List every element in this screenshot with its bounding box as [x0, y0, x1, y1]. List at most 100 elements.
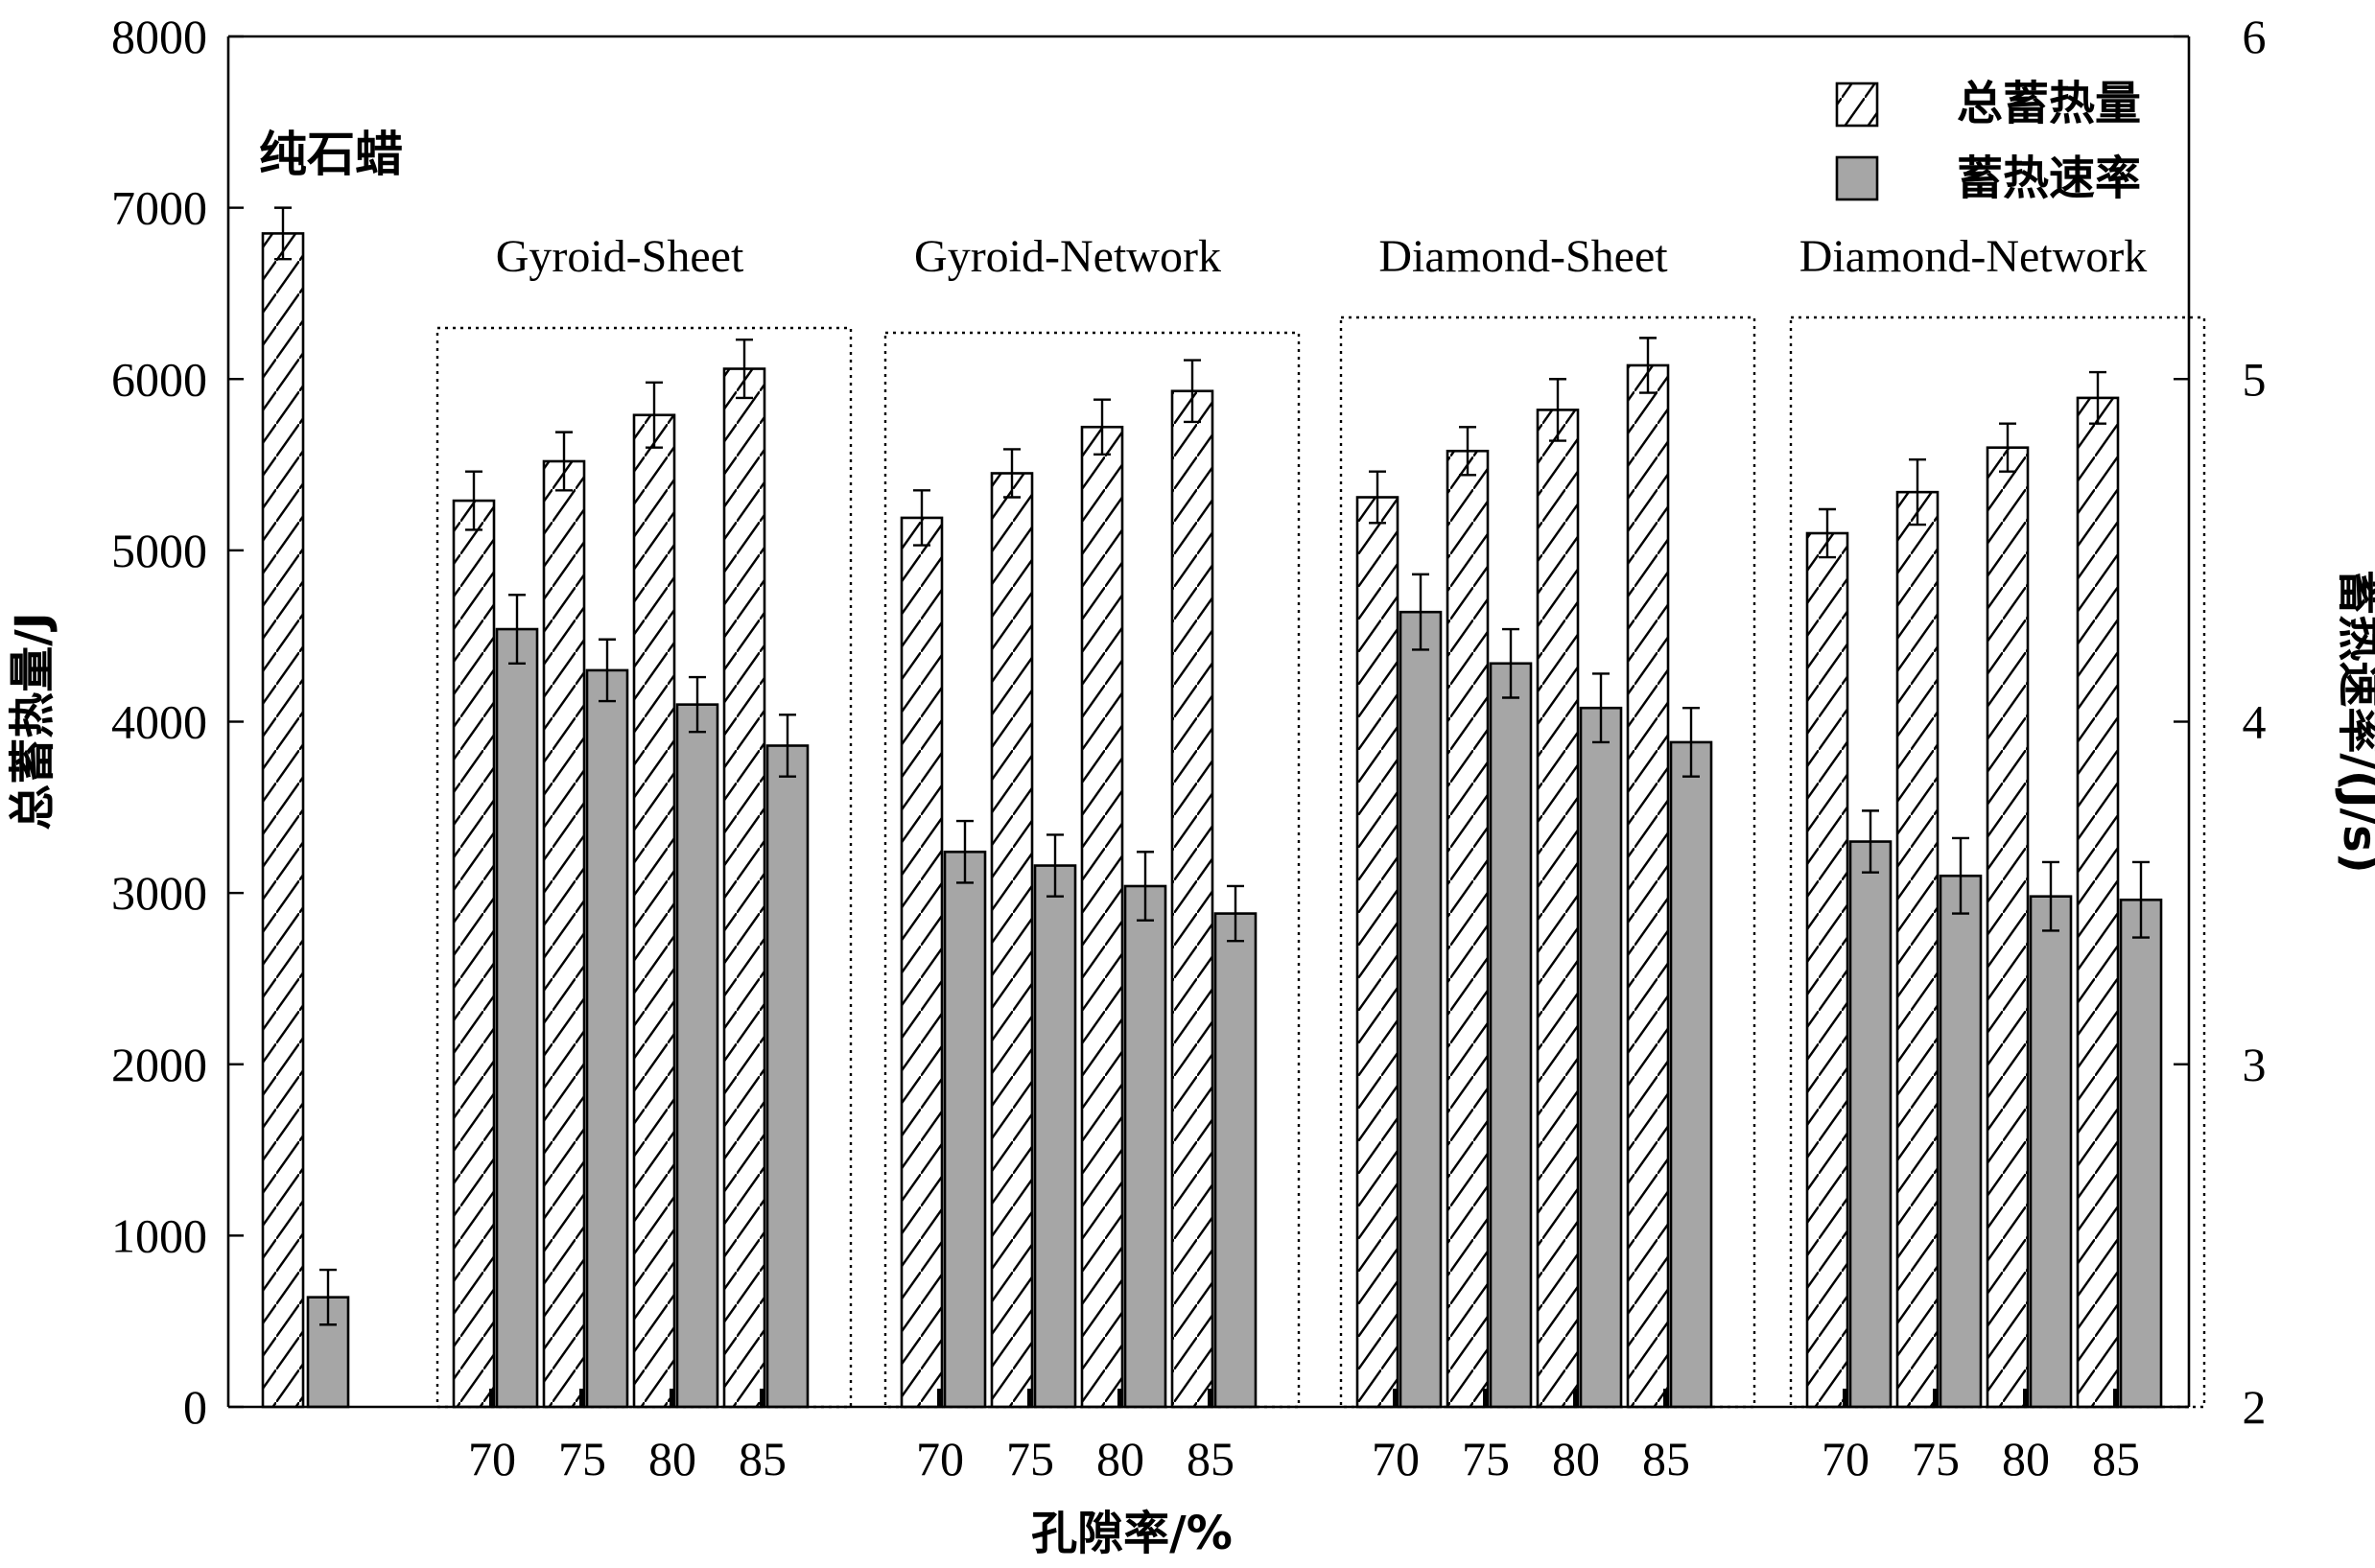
diamond-sheet-total-bar-75-error-bar	[1459, 426, 1476, 477]
gyroid-network-total-bar-85	[1170, 389, 1214, 1409]
gyroid-sheet-rate-bar-70-error-bar	[508, 594, 526, 665]
gyroid-network-xtick-85: 85	[1187, 1432, 1235, 1486]
gyroid-sheet-rate-bar-70	[495, 627, 539, 1409]
gyroid-sheet-rate-bar-75	[585, 668, 629, 1409]
gyroid-sheet-total-bar-85	[722, 367, 766, 1409]
diamond-network-rate-bar-80	[2029, 895, 2073, 1409]
left-tick-label-5000: 5000	[111, 524, 207, 577]
gyroid-sheet-total-bar-80	[632, 413, 676, 1409]
gyroid-network-rate-bar-85	[1213, 912, 1258, 1409]
gyroid-network-rate-bar-70-error-bar	[956, 819, 974, 884]
diamond-network-rate-bar-75-error-bar	[1952, 836, 1969, 915]
diamond-network-total-bar-75	[1895, 490, 1940, 1409]
right-axis-title: 蓄热速率/(J/s)	[2333, 569, 2375, 873]
diamond-network-total-bar-80	[1986, 446, 2030, 1409]
diamond-network-rate-bar-75	[1939, 874, 1983, 1409]
left-tick-label-8000: 8000	[111, 10, 207, 63]
right-tick-label-2: 2	[2243, 1380, 2267, 1434]
gyroid-sheet-group-label: Gyroid-Sheet	[496, 231, 744, 282]
diamond-network-rate-bar-80-error-bar	[2042, 860, 2059, 932]
gyroid-network-xtick-80: 80	[1096, 1432, 1144, 1486]
diamond-network-total-bar-75-error-bar	[1909, 458, 1926, 527]
diamond-sheet-xtick-75: 75	[1462, 1432, 1510, 1486]
legend-rate-label: 蓄热速率	[1957, 152, 2141, 205]
gyroid-network-total-bar-70	[900, 516, 944, 1409]
diamond-sheet-tick-70	[1393, 1389, 1398, 1407]
diamond-sheet-total-bar-85	[1626, 363, 1670, 1409]
diamond-network-total-bar-85	[2076, 396, 2120, 1409]
left-tick-label-3000: 3000	[111, 866, 207, 920]
diamond-sheet-rate-bar-70-error-bar	[1412, 573, 1429, 651]
left-tick-label-4000: 4000	[111, 695, 207, 749]
gyroid-sheet-xtick-70: 70	[468, 1432, 516, 1486]
gyroid-sheet-tick-85	[760, 1389, 764, 1407]
diamond-sheet-group-label: Diamond-Sheet	[1378, 231, 1668, 282]
diamond-network-group-label: Diamond-Network	[1799, 231, 2148, 282]
diamond-sheet-rate-bar-85-error-bar	[1682, 707, 1700, 778]
diamond-network-xtick-70: 70	[1822, 1432, 1869, 1486]
left-tick-label-2000: 2000	[111, 1038, 207, 1091]
diamond-network-tick-80	[2023, 1389, 2028, 1407]
diamond-network-xtick-85: 85	[2092, 1432, 2140, 1486]
gyroid-network-rate-bar-80-error-bar	[1137, 851, 1154, 922]
right-tick-label-5: 5	[2243, 352, 2267, 406]
legend-rate-swatch	[1835, 155, 1879, 201]
x-axis-title: 孔隙率/%	[1031, 1507, 1233, 1560]
gyroid-sheet-tick-70	[489, 1389, 494, 1407]
diamond-sheet-total-bar-70-error-bar	[1369, 470, 1386, 525]
gyroid-sheet-total-bar-85-error-bar	[736, 338, 753, 400]
diamond-network-tick-70	[1843, 1389, 1847, 1407]
diamond-sheet-rate-bar-75-error-bar	[1502, 627, 1519, 699]
gyroid-sheet-total-bar-75	[542, 459, 586, 1409]
gyroid-network-total-bar-75	[990, 472, 1034, 1409]
diamond-sheet-rate-bar-80	[1579, 706, 1623, 1409]
gyroid-sheet-xtick-85: 85	[739, 1432, 787, 1486]
gyroid-network-tick-80	[1117, 1389, 1122, 1407]
left-tick-label-6000: 6000	[111, 352, 207, 406]
diamond-sheet-tick-85	[1663, 1389, 1668, 1407]
diamond-sheet-total-bar-80-error-bar	[1549, 378, 1566, 442]
gyroid-sheet-rate-bar-80	[675, 703, 719, 1409]
gyroid-network-tick-75	[1027, 1389, 1032, 1407]
diamond-sheet-rate-bar-75	[1489, 662, 1533, 1409]
gyroid-network-total-bar-80-error-bar	[1093, 398, 1111, 456]
gyroid-network-rate-bar-80	[1123, 884, 1167, 1409]
pure-label: 纯石蜡	[259, 127, 403, 182]
left-tick-label-1000: 1000	[111, 1208, 207, 1262]
diamond-sheet-tick-75	[1483, 1389, 1488, 1407]
gyroid-sheet-total-bar-70	[452, 499, 496, 1409]
pure-total-bar	[261, 232, 305, 1409]
gyroid-network-total-bar-85-error-bar	[1184, 359, 1201, 424]
diamond-network-rate-bar-70-error-bar	[1862, 809, 1879, 874]
diamond-sheet-total-bar-85-error-bar	[1639, 337, 1657, 394]
left-tick-label-0: 0	[183, 1380, 207, 1434]
diamond-network-rate-bar-70	[1848, 840, 1893, 1409]
gyroid-sheet-rate-bar-75-error-bar	[599, 638, 616, 703]
diamond-network-xtick-80: 80	[2002, 1432, 2050, 1486]
left-axis-title: 总蓄热量/J	[6, 612, 59, 830]
gyroid-sheet-total-bar-75-error-bar	[555, 431, 573, 492]
diamond-sheet-rate-bar-85	[1669, 740, 1713, 1409]
left-tick-label-7000: 7000	[111, 181, 207, 235]
gyroid-sheet-xtick-80: 80	[648, 1432, 696, 1486]
diamond-network-rate-bar-85-error-bar	[2132, 860, 2150, 939]
gyroid-sheet-total-bar-80-error-bar	[646, 381, 663, 449]
gyroid-sheet-rate-bar-80-error-bar	[689, 675, 706, 734]
diamond-network-rate-bar-85	[2119, 898, 2163, 1409]
gyroid-sheet-rate-bar-85-error-bar	[779, 714, 796, 778]
pure-rate-bar-error-bar	[319, 1268, 337, 1326]
gyroid-network-total-bar-80	[1080, 425, 1124, 1409]
diamond-sheet-xtick-70: 70	[1372, 1432, 1420, 1486]
diamond-sheet-rate-bar-80-error-bar	[1592, 672, 1610, 744]
gyroid-network-rate-bar-70	[943, 850, 987, 1409]
gyroid-network-xtick-70: 70	[916, 1432, 964, 1486]
diamond-network-total-bar-70	[1805, 531, 1849, 1409]
gyroid-sheet-tick-80	[670, 1389, 674, 1407]
gyroid-network-rate-bar-75	[1033, 864, 1077, 1409]
gyroid-sheet-tick-75	[579, 1389, 584, 1407]
diamond-sheet-rate-bar-70	[1399, 610, 1443, 1409]
gyroid-sheet-rate-bar-85	[765, 744, 810, 1409]
diamond-network-tick-85	[2113, 1389, 2118, 1407]
legend-total-swatch	[1835, 82, 1879, 128]
